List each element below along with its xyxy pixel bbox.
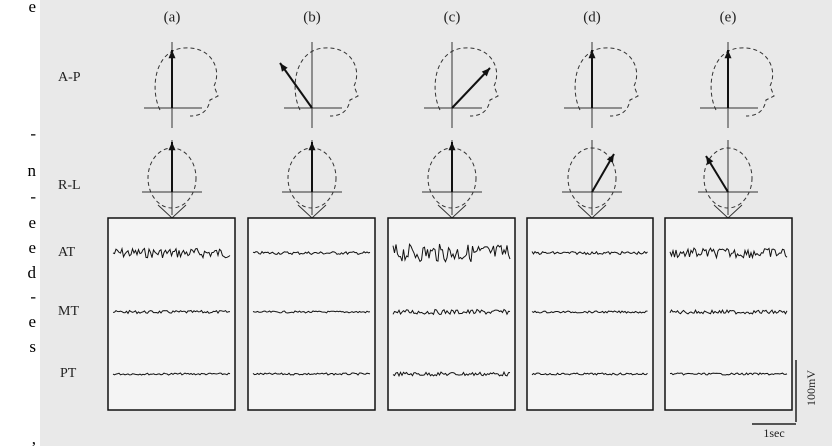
trace-label: PT <box>60 366 77 381</box>
margin-text: n <box>28 161 37 180</box>
trace-label: MT <box>58 304 79 319</box>
margin-text: - <box>30 124 36 143</box>
margin-text: e <box>28 0 36 16</box>
figure: A-P R-L AT MT PT 100mV 1sec e-n-eed-es,(… <box>0 0 832 446</box>
margin-text: - <box>30 187 36 206</box>
trace-label: AT <box>58 245 76 260</box>
emg-panel <box>527 218 653 410</box>
margin-text: e <box>28 312 36 331</box>
margin-text: e <box>28 213 36 232</box>
margin-text: s <box>29 337 36 356</box>
panel-label: (c) <box>444 9 461 25</box>
margin-text: - <box>30 287 36 306</box>
emg-panel <box>248 218 375 410</box>
emg-panel <box>665 218 792 410</box>
panel-label: (a) <box>164 9 181 25</box>
voltage-scale-label: 100mV <box>804 370 818 406</box>
emg-panel <box>388 218 515 410</box>
margin-text: e <box>28 238 36 257</box>
time-scale-label: 1sec <box>763 426 784 440</box>
panel-label: (d) <box>583 9 601 25</box>
panel-label: (b) <box>303 9 321 25</box>
row-label: R-L <box>58 178 81 193</box>
row-label: A-P <box>58 70 81 85</box>
panel-label: (e) <box>720 9 737 25</box>
margin-text: d <box>28 263 37 282</box>
emg-panel <box>108 218 235 410</box>
margin-text: , <box>32 429 36 446</box>
